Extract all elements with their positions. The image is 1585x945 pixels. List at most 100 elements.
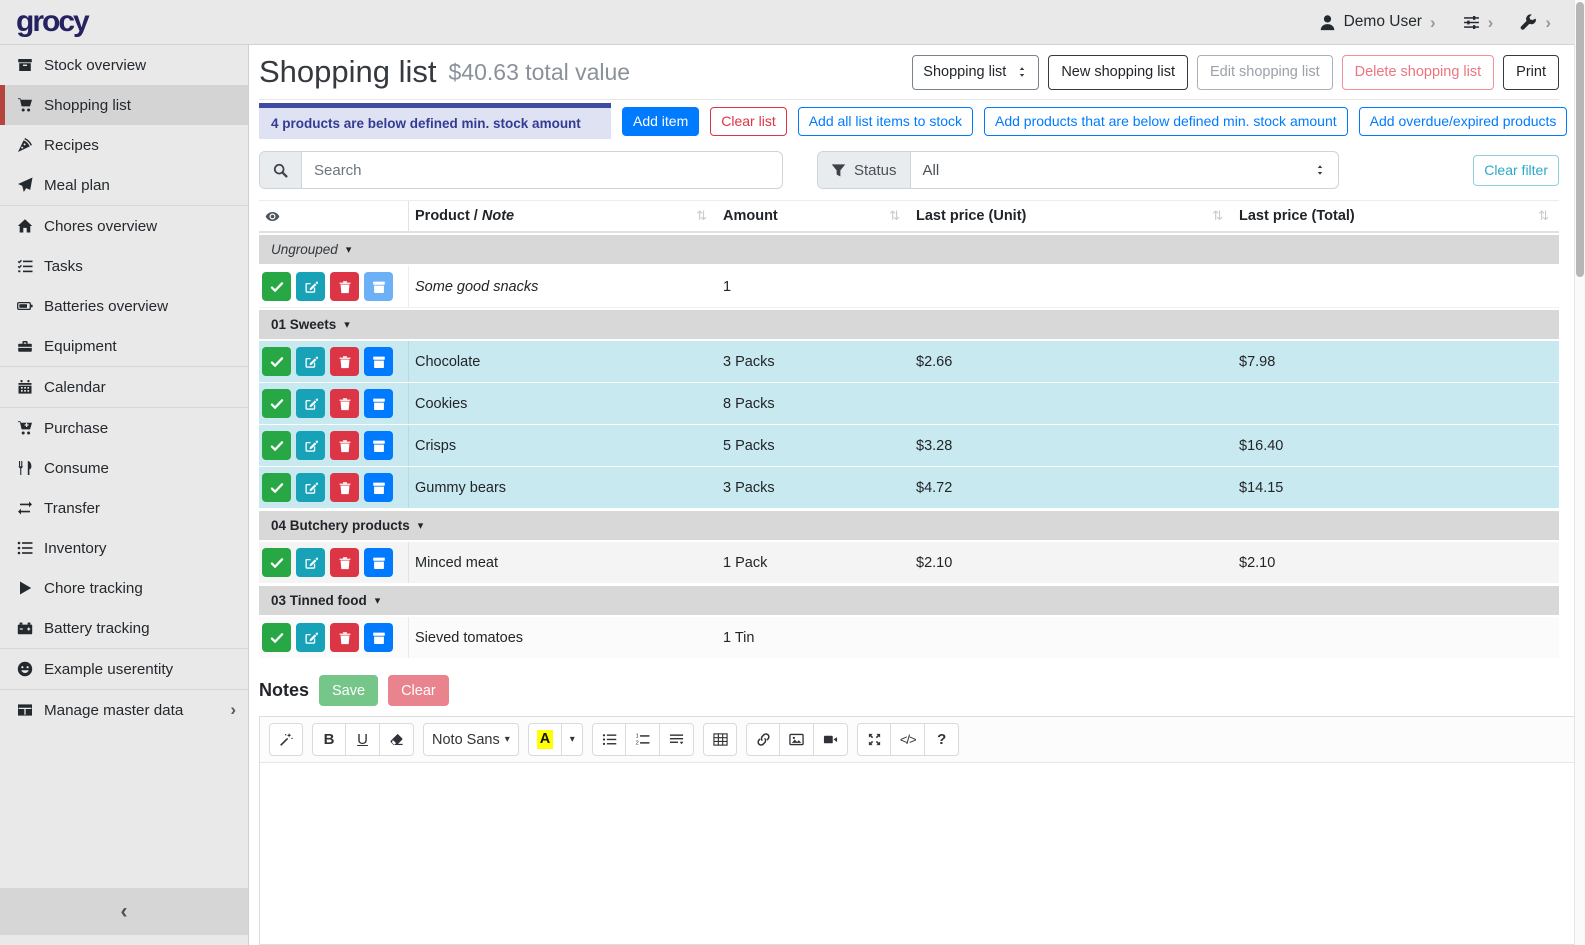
sort-icon[interactable]: ⇅	[696, 208, 707, 223]
group-header-ungrouped[interactable]: Ungrouped ▾	[259, 233, 1559, 266]
settings-menu[interactable]: ›	[1463, 14, 1493, 31]
sidebar-item-equipment[interactable]: Equipment	[0, 326, 248, 366]
sidebar-item-chores-overview[interactable]: Chores overview	[0, 206, 248, 246]
font-family-button[interactable]: Noto Sans ▾	[423, 723, 519, 756]
sidebar-collapse-button[interactable]: ‹	[0, 888, 248, 935]
sort-icon[interactable]: ⇅	[1538, 208, 1549, 223]
group-header-04-butchery-products[interactable]: 04 Butchery products ▾	[259, 509, 1559, 542]
unordered-list-button[interactable]	[592, 723, 627, 756]
edit-item-button[interactable]	[296, 272, 325, 301]
edit-shopping-list-button[interactable]: Edit shopping list	[1196, 54, 1333, 90]
insert-table-button[interactable]	[703, 723, 738, 756]
insert-link-button[interactable]	[746, 723, 781, 756]
column-header-amount[interactable]: Amount ⇅	[723, 208, 900, 224]
sort-icon[interactable]: ⇅	[889, 208, 900, 223]
add-to-stock-button[interactable]	[364, 473, 393, 502]
group-header-03-tinned-food[interactable]: 03 Tinned food ▾	[259, 584, 1559, 617]
delete-item-button[interactable]	[330, 548, 359, 577]
column-header-last-price-unit[interactable]: Last price (Unit) ⇅	[916, 208, 1223, 224]
sidebar-item-shopping-list[interactable]: Shopping list	[0, 85, 248, 125]
clear-notes-button[interactable]: Clear	[388, 675, 449, 706]
add-products-that-are-below-defined-min-stock-amount-button[interactable]: Add products that are below defined min.…	[984, 106, 1348, 136]
print-button[interactable]: Print	[1503, 54, 1559, 90]
sidebar-item-recipes[interactable]: Recipes	[0, 125, 248, 165]
bold-button[interactable]: B	[312, 723, 346, 756]
edit-item-button[interactable]	[296, 389, 325, 418]
sidebar-item-transfer[interactable]: Transfer	[0, 488, 248, 528]
paragraph-style-button[interactable]	[660, 723, 695, 756]
delete-item-button[interactable]	[330, 389, 359, 418]
sidebar-item-battery-tracking[interactable]: Battery tracking	[0, 608, 248, 648]
delete-shopping-list-button[interactable]: Delete shopping list	[1341, 54, 1495, 90]
search-input[interactable]	[302, 152, 782, 188]
edit-item-button[interactable]	[296, 347, 325, 376]
fullscreen-button[interactable]	[857, 723, 892, 756]
delete-item-button[interactable]	[330, 431, 359, 460]
code-view-button[interactable]: </>	[891, 723, 926, 756]
mark-done-button[interactable]	[262, 431, 291, 460]
sidebar-item-stock-overview[interactable]: Stock overview	[0, 45, 248, 85]
edit-item-button[interactable]	[296, 623, 325, 652]
color-picker-caret-button[interactable]: ▾	[562, 723, 584, 756]
mark-done-button[interactable]	[262, 272, 291, 301]
status-select[interactable]: All	[911, 152, 1338, 188]
add-overdue-expired-products-button[interactable]: Add overdue/expired products	[1358, 106, 1568, 136]
help-button[interactable]: ?	[925, 723, 960, 756]
clear-filter-button[interactable]: Clear filter	[1473, 154, 1559, 186]
add-item-button[interactable]: Add item	[622, 106, 700, 136]
add-to-stock-button[interactable]	[364, 623, 393, 652]
sidebar-item-manage-master-data[interactable]: Manage master data ›	[0, 690, 248, 730]
trash-icon	[338, 631, 352, 645]
sort-icon[interactable]: ⇅	[1212, 208, 1223, 223]
sidebar-item-label: Chores overview	[44, 217, 158, 235]
sidebar-item-meal-plan[interactable]: Meal plan	[0, 165, 248, 205]
pencil-icon	[304, 631, 318, 645]
mark-done-button[interactable]	[262, 548, 291, 577]
mark-done-button[interactable]	[262, 389, 291, 418]
edit-item-button[interactable]	[296, 431, 325, 460]
chevron-right-icon: ›	[230, 700, 236, 719]
user-menu[interactable]: Demo User ›	[1319, 13, 1436, 31]
add-to-stock-button[interactable]	[364, 272, 393, 301]
sidebar-item-batteries-overview[interactable]: Batteries overview	[0, 286, 248, 326]
style-button[interactable]	[269, 723, 303, 756]
insert-video-button[interactable]	[814, 723, 849, 756]
sidebar-item-purchase[interactable]: Purchase	[0, 408, 248, 448]
sidebar-item-tasks[interactable]: Tasks	[0, 246, 248, 286]
add-to-stock-button[interactable]	[364, 548, 393, 577]
column-header-last-price-total[interactable]: Last price (Total) ⇅	[1239, 208, 1549, 224]
delete-item-button[interactable]	[330, 623, 359, 652]
edit-item-button[interactable]	[296, 473, 325, 502]
sidebar-item-consume[interactable]: Consume	[0, 448, 248, 488]
delete-item-button[interactable]	[330, 347, 359, 376]
clear-list-button[interactable]: Clear list	[710, 106, 787, 136]
sidebar-item-inventory[interactable]: Inventory	[0, 528, 248, 568]
topbar: grocy Demo User › › ›	[0, 0, 1585, 45]
mark-done-button[interactable]	[262, 623, 291, 652]
admin-menu[interactable]: ›	[1520, 14, 1551, 31]
scrollbar-thumb[interactable]	[1576, 2, 1584, 277]
save-notes-button[interactable]: Save	[319, 675, 379, 706]
mark-done-button[interactable]	[262, 347, 291, 376]
edit-item-button[interactable]	[296, 548, 325, 577]
sidebar-item-example-userentity[interactable]: Example userentity	[0, 649, 248, 689]
group-header-01-sweets[interactable]: 01 Sweets ▾	[259, 308, 1559, 341]
sidebar-item-calendar[interactable]: Calendar	[0, 367, 248, 407]
column-header-product[interactable]: Product / Note ⇅	[415, 208, 707, 224]
shopping-list-select[interactable]: Shopping list	[912, 54, 1040, 90]
delete-item-button[interactable]	[330, 272, 359, 301]
add-to-stock-button[interactable]	[364, 431, 393, 460]
add-to-stock-button[interactable]	[364, 389, 393, 418]
insert-picture-button[interactable]	[780, 723, 815, 756]
clear-format-button[interactable]	[380, 723, 414, 756]
add-to-stock-button[interactable]	[364, 347, 393, 376]
sidebar-item-chore-tracking[interactable]: Chore tracking	[0, 568, 248, 608]
add-all-list-items-to-stock-button[interactable]: Add all list items to stock	[797, 106, 973, 136]
new-shopping-list-button[interactable]: New shopping list	[1048, 54, 1188, 90]
notes-editor-textarea[interactable]	[260, 763, 1584, 944]
mark-done-button[interactable]	[262, 473, 291, 502]
delete-item-button[interactable]	[330, 473, 359, 502]
underline-button[interactable]: U	[346, 723, 380, 756]
text-color-button[interactable]: A	[527, 723, 563, 756]
